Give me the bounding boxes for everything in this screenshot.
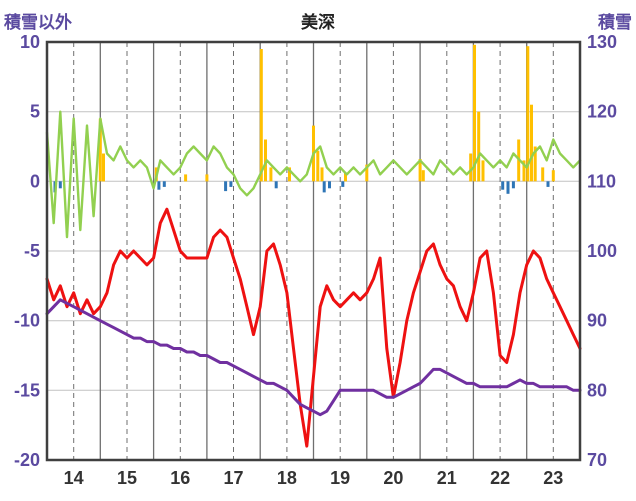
svg-text:100: 100 (587, 241, 617, 261)
svg-text:130: 130 (587, 32, 617, 52)
blue-bars (53, 181, 550, 194)
svg-text:22: 22 (490, 468, 510, 488)
svg-text:70: 70 (587, 450, 607, 470)
svg-text:16: 16 (170, 468, 190, 488)
vertical-gridlines (46, 42, 581, 460)
red-line (45, 207, 582, 448)
left-axis-title: 積雪以外 (4, 12, 72, 32)
svg-text:17: 17 (223, 468, 243, 488)
purple-line (45, 298, 582, 417)
svg-text:90: 90 (587, 311, 607, 331)
svg-text:15: 15 (117, 468, 137, 488)
x-axis-ticks: 14 15 16 17 18 19 20 21 22 23 (64, 468, 564, 488)
svg-text:-15: -15 (14, 380, 40, 400)
right-axis-title: 積雪 (598, 12, 632, 32)
svg-text:5: 5 (30, 102, 40, 122)
right-axis-ticks: 130 120 110 100 90 80 70 (587, 32, 617, 470)
svg-text:0: 0 (30, 171, 40, 191)
svg-text:10: 10 (20, 32, 40, 52)
left-axis-ticks: 10 5 0 -5 -10 -15 -20 (14, 32, 40, 470)
svg-text:23: 23 (543, 468, 563, 488)
svg-text:-20: -20 (14, 450, 40, 470)
svg-text:110: 110 (587, 171, 616, 191)
svg-text:19: 19 (330, 468, 350, 488)
svg-text:20: 20 (383, 468, 403, 488)
svg-text:21: 21 (437, 468, 457, 488)
svg-text:18: 18 (277, 468, 297, 488)
svg-text:14: 14 (64, 468, 84, 488)
chart-header: 積雪以外 美深 積雪 (0, 6, 636, 34)
svg-text:-5: -5 (24, 241, 40, 261)
plot-frame (45, 40, 582, 462)
svg-text:80: 80 (587, 380, 607, 400)
svg-text:-10: -10 (14, 311, 40, 331)
green-line (45, 110, 582, 239)
svg-text:120: 120 (587, 102, 617, 122)
chart-title: 美深 (301, 12, 335, 32)
